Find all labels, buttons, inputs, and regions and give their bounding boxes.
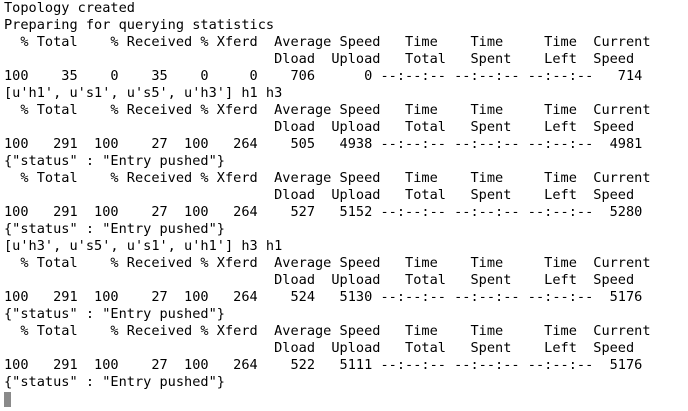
terminal-line: Dload Upload Total Spent Left Speed — [4, 340, 635, 356]
terminal-line: Preparing for querying statistics — [4, 17, 275, 33]
terminal-line: 100 291 100 27 100 264 527 5152 --:--:--… — [4, 204, 643, 220]
terminal-line: [u'h3', u's5', u's1', u'h1'] h3 h1 — [4, 238, 283, 254]
terminal-line: {"status" : "Entry pushed"} — [4, 153, 225, 169]
terminal-line: % Total % Received % Xferd Average Speed… — [4, 170, 651, 186]
terminal-line: Dload Upload Total Spent Left Speed — [4, 51, 635, 67]
prompt-line[interactable] — [4, 391, 688, 408]
terminal-line: % Total % Received % Xferd Average Speed… — [4, 255, 651, 271]
terminal-line: {"status" : "Entry pushed"} — [4, 221, 225, 237]
terminal-line: 100 291 100 27 100 264 522 5111 --:--:--… — [4, 357, 643, 373]
terminal-line: Dload Upload Total Spent Left Speed — [4, 272, 635, 288]
terminal-line: 100 291 100 27 100 264 524 5130 --:--:--… — [4, 289, 643, 305]
terminal-line: % Total % Received % Xferd Average Speed… — [4, 34, 651, 50]
terminal-line: {"status" : "Entry pushed"} — [4, 306, 225, 322]
terminal-line: Topology created — [4, 0, 135, 16]
terminal-line: Dload Upload Total Spent Left Speed — [4, 119, 635, 135]
terminal-line: 100 291 100 27 100 264 505 4938 --:--:--… — [4, 136, 643, 152]
terminal-line: % Total % Received % Xferd Average Speed… — [4, 102, 651, 118]
terminal-line: Dload Upload Total Spent Left Speed — [4, 187, 635, 203]
terminal-line: [u'h1', u's1', u's5', u'h3'] h1 h3 — [4, 85, 283, 101]
terminal-line: {"status" : "Entry pushed"} — [4, 374, 225, 390]
terminal-cursor — [4, 392, 11, 407]
terminal-line: 100 35 0 35 0 0 706 0 --:--:-- --:--:-- … — [4, 68, 643, 84]
terminal-line: % Total % Received % Xferd Average Speed… — [4, 323, 651, 339]
